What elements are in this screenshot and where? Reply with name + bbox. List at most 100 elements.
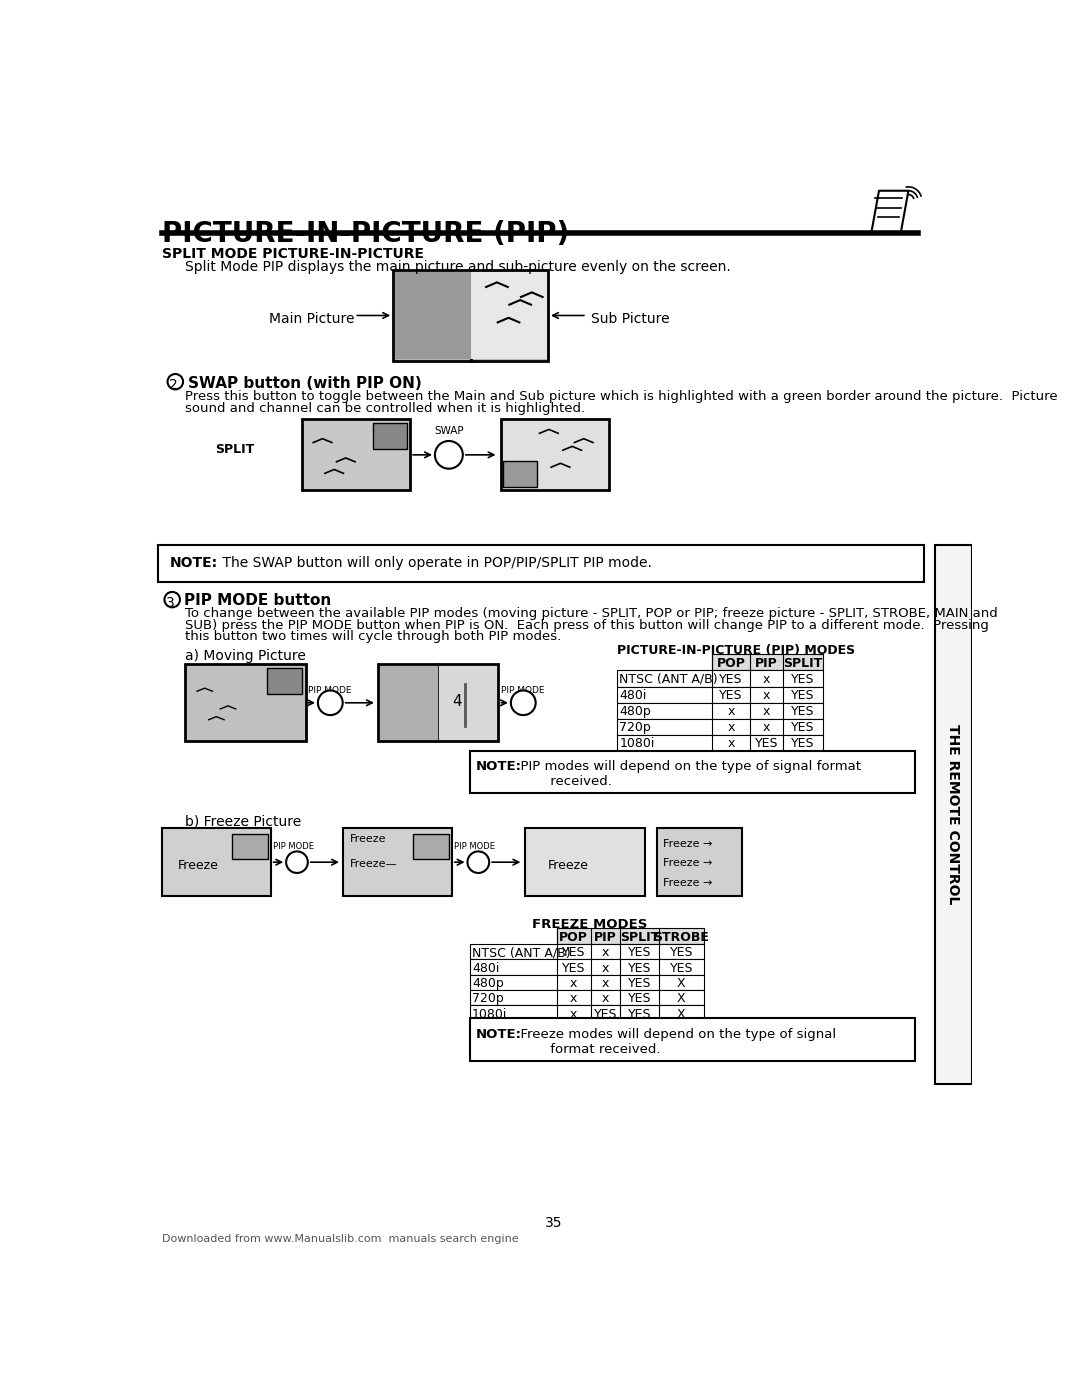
Text: X: X	[677, 977, 686, 990]
Text: Split Mode PIP displays the main picture and sub-picture evenly on the screen.: Split Mode PIP displays the main picture…	[186, 260, 731, 274]
Text: YES: YES	[627, 961, 651, 975]
Text: x: x	[602, 946, 609, 960]
Text: 720p: 720p	[472, 992, 504, 1006]
Text: The SWAP button will only operate in POP/PIP/SPLIT PIP mode.: The SWAP button will only operate in POP…	[205, 556, 651, 570]
Circle shape	[167, 374, 183, 390]
Bar	[556, 929, 704, 944]
Text: YES: YES	[792, 673, 814, 686]
Text: PIP MODE: PIP MODE	[308, 686, 351, 694]
Text: sound and channel can be controlled when it is highlighted.: sound and channel can be controlled when…	[186, 402, 585, 415]
Bar	[470, 990, 704, 1006]
Bar	[471, 271, 546, 359]
Text: Freeze: Freeze	[177, 859, 218, 872]
Bar	[470, 1018, 916, 1060]
Text: NOTE:: NOTE:	[476, 760, 522, 773]
Bar	[414, 834, 449, 859]
Text: PIP MODE: PIP MODE	[501, 686, 544, 694]
Text: Freeze modes will depend on the type of signal
         format received.: Freeze modes will depend on the type of …	[512, 1028, 836, 1056]
Text: PIP MODE: PIP MODE	[455, 842, 496, 851]
Text: YES: YES	[792, 721, 814, 735]
Text: 1080i: 1080i	[472, 1007, 508, 1021]
Text: x: x	[602, 961, 609, 975]
Text: YES: YES	[719, 673, 743, 686]
Text: x: x	[570, 992, 578, 1006]
Text: Freeze—: Freeze—	[350, 859, 397, 869]
Text: Freeze: Freeze	[350, 834, 387, 844]
Text: YES: YES	[627, 946, 651, 960]
Text: this button two times will cycle through both PIP modes.: this button two times will cycle through…	[186, 630, 562, 644]
Text: THE REMOTE CONTROL: THE REMOTE CONTROL	[946, 724, 960, 905]
Text: SPLIT: SPLIT	[215, 443, 254, 457]
Text: SWAP button (with PIP ON): SWAP button (with PIP ON)	[188, 376, 421, 391]
Bar	[380, 666, 438, 740]
Text: POP: POP	[716, 657, 745, 669]
Circle shape	[164, 592, 180, 608]
Text: x: x	[762, 721, 770, 735]
Text: 480p: 480p	[619, 705, 651, 718]
Text: YES: YES	[627, 1007, 651, 1021]
Text: 480i: 480i	[619, 689, 647, 701]
Bar	[525, 828, 645, 895]
Text: YES: YES	[594, 1007, 617, 1021]
Text: YES: YES	[627, 992, 651, 1006]
Text: Freeze: Freeze	[548, 859, 589, 872]
Text: PIP MODE button: PIP MODE button	[184, 594, 332, 609]
Bar	[657, 828, 742, 895]
Bar	[232, 834, 268, 859]
Bar	[373, 423, 407, 450]
Text: YES: YES	[755, 738, 779, 750]
Text: x: x	[762, 673, 770, 686]
Text: STROBE: STROBE	[653, 930, 710, 944]
Text: SPLIT: SPLIT	[620, 930, 659, 944]
Circle shape	[468, 851, 489, 873]
Text: x: x	[570, 977, 578, 990]
Text: 2: 2	[168, 377, 177, 391]
Text: YES: YES	[562, 961, 585, 975]
Bar	[617, 719, 823, 735]
Text: a) Moving Picture: a) Moving Picture	[186, 648, 307, 664]
Text: FREEZE MODES: FREEZE MODES	[531, 918, 647, 932]
Text: X: X	[677, 992, 686, 1006]
Text: 720p: 720p	[619, 721, 651, 735]
Bar	[186, 665, 306, 742]
Bar	[162, 828, 271, 895]
Bar	[159, 545, 924, 583]
Text: Downloaded from www.Manualslib.com  manuals search engine: Downloaded from www.Manualslib.com manua…	[162, 1234, 518, 1245]
Text: Press this button to toggle between the Main and Sub picture which is highlighte: Press this button to toggle between the …	[186, 390, 1058, 404]
Bar	[470, 960, 704, 975]
Text: NOTE:: NOTE:	[170, 556, 218, 570]
Text: YES: YES	[670, 946, 693, 960]
Bar	[617, 735, 823, 752]
Text: PIP MODE: PIP MODE	[273, 842, 314, 851]
Text: PIP modes will depend on the type of signal format
         received.: PIP modes will depend on the type of sig…	[512, 760, 861, 788]
Circle shape	[318, 690, 342, 715]
Text: Freeze →: Freeze →	[663, 858, 712, 869]
Text: YES: YES	[792, 738, 814, 750]
Text: SPLIT: SPLIT	[783, 657, 823, 669]
Text: Main Picture: Main Picture	[269, 312, 354, 326]
Bar	[267, 668, 302, 694]
Bar	[617, 671, 823, 686]
Bar	[935, 545, 972, 1084]
Text: x: x	[762, 689, 770, 701]
Text: YES: YES	[792, 705, 814, 718]
Text: Freeze →: Freeze →	[663, 840, 712, 849]
Text: x: x	[727, 705, 734, 718]
Text: 35: 35	[544, 1217, 563, 1231]
Text: YES: YES	[719, 689, 743, 701]
Text: x: x	[762, 705, 770, 718]
Bar	[503, 461, 537, 488]
Bar	[501, 419, 609, 490]
Text: Freeze →: Freeze →	[663, 877, 712, 887]
Text: PICTURE-IN-PICTURE (PIP): PICTURE-IN-PICTURE (PIP)	[162, 219, 569, 249]
Circle shape	[286, 851, 308, 873]
Bar	[378, 665, 499, 742]
Text: YES: YES	[792, 689, 814, 701]
Bar	[301, 419, 410, 490]
Bar	[617, 686, 823, 703]
Circle shape	[435, 441, 463, 469]
Text: PIP: PIP	[755, 657, 778, 669]
Text: SUB) press the PIP MODE button when PIP is ON.  Each press of this button will c: SUB) press the PIP MODE button when PIP …	[186, 619, 989, 631]
Bar	[343, 828, 451, 895]
Text: PICTURE-IN-PICTURE (PIP) MODES: PICTURE-IN-PICTURE (PIP) MODES	[617, 644, 855, 657]
